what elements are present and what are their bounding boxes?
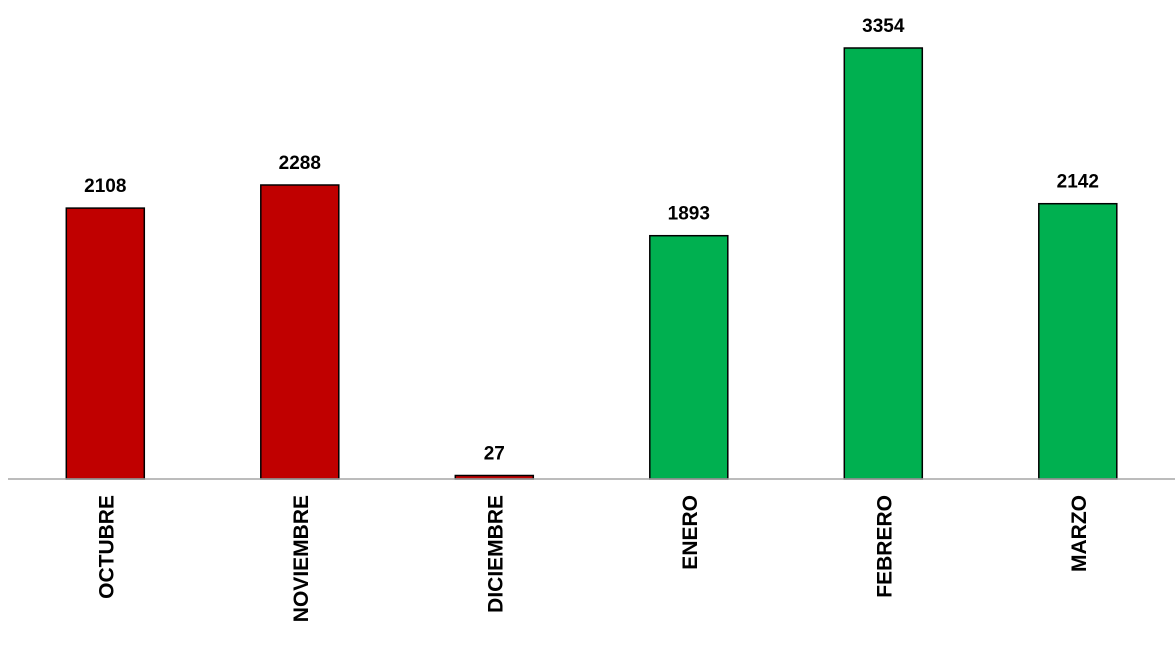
category-label-marzo: MARZO: [1068, 495, 1091, 572]
value-label-enero: 1893: [668, 204, 710, 225]
bar-noviembre: [260, 184, 340, 480]
bar-febrero: [843, 47, 924, 480]
category-label-noviembre: NOVIEMBRE: [290, 495, 313, 622]
category-label-enero: ENERO: [679, 495, 702, 570]
value-label-noviembre: 2288: [279, 153, 321, 174]
value-label-octubre: 2108: [84, 176, 126, 197]
value-label-diciembre: 27: [484, 444, 505, 465]
category-label-diciembre: DICIEMBRE: [484, 495, 507, 613]
value-labels-layer: 2108 2288 27 1893 3354 2142: [84, 16, 1099, 465]
value-label-febrero: 3354: [862, 16, 905, 37]
category-label-febrero: FEBRERO: [873, 495, 896, 598]
value-label-marzo: 2142: [1057, 172, 1099, 193]
bar-enero: [649, 234, 729, 480]
category-label-octubre: OCTUBRE: [95, 495, 118, 599]
category-labels-layer: OCTUBRE NOVIEMBRE DICIEMBRE ENERO FEBRERO MAR…: [95, 495, 1091, 622]
bar-marzo: [1038, 202, 1118, 480]
bar-octubre: [65, 207, 146, 480]
bars-layer: [65, 47, 1118, 480]
